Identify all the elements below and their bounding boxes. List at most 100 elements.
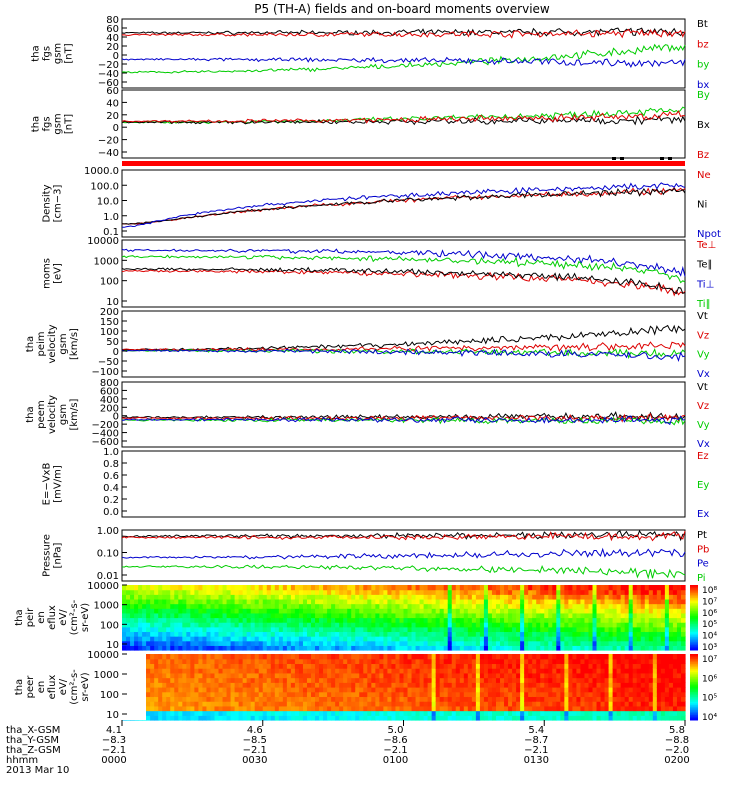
heat-cell <box>419 672 425 679</box>
heat-cell <box>242 687 248 693</box>
heat-cell <box>524 631 529 637</box>
heat-cell <box>379 701 384 707</box>
heat-cell <box>564 608 569 614</box>
heat-cell <box>347 617 352 623</box>
heat-cell <box>640 617 646 623</box>
heat-cell <box>238 672 244 679</box>
heat-cell <box>270 710 276 716</box>
heat-cell <box>242 701 248 707</box>
legend-Vz: Vz <box>697 401 709 412</box>
heat-cell <box>403 682 409 688</box>
heat-cell <box>270 608 276 614</box>
heat-cell <box>471 668 477 674</box>
heat-cell <box>286 626 292 633</box>
heat-cell <box>198 640 204 646</box>
heat-cell <box>524 668 529 674</box>
heat-cell <box>206 677 212 683</box>
heat-cell <box>286 589 292 595</box>
heat-cell <box>479 715 485 721</box>
heat-cell <box>214 589 220 595</box>
heat-cell <box>447 654 453 660</box>
heat-cell <box>270 654 276 660</box>
heat-cell <box>178 672 183 679</box>
heat-cell <box>636 603 642 609</box>
series-Vy <box>121 347 686 360</box>
heat-cell <box>122 589 127 595</box>
heat-cell <box>672 696 678 702</box>
heat-cell <box>371 687 376 693</box>
heat-cell <box>331 691 336 698</box>
heat-cell <box>528 668 533 674</box>
heat-cell <box>242 640 248 646</box>
heat-cell <box>600 631 606 637</box>
heat-cell <box>407 672 413 679</box>
series-Vz <box>121 341 686 352</box>
heat-cell <box>540 626 545 633</box>
heat-cell <box>286 663 292 669</box>
heat-cell <box>512 640 517 646</box>
heat-cell <box>387 682 393 688</box>
heat-cell <box>447 658 453 665</box>
heat-cell <box>355 677 360 683</box>
heat-cell <box>150 612 155 619</box>
heat-cell <box>431 654 437 660</box>
heat-cell <box>347 598 352 605</box>
heat-cell <box>262 701 268 707</box>
colorbar-swatch <box>690 690 698 693</box>
heat-cell <box>568 663 573 669</box>
heat-cell <box>516 654 521 660</box>
heat-cell <box>166 603 171 609</box>
heat-cell <box>500 626 505 633</box>
heat-cell <box>532 645 537 651</box>
heat-cell <box>636 654 642 660</box>
heat-cell <box>443 677 449 683</box>
heat-cell <box>500 701 505 707</box>
heat-cell <box>311 710 316 716</box>
heat-cell <box>311 682 316 688</box>
heat-cell <box>648 598 654 605</box>
heat-cell <box>564 677 569 683</box>
heat-cell <box>616 598 622 605</box>
heat-cell <box>580 701 586 707</box>
heat-cell <box>443 668 449 674</box>
heat-cell <box>331 640 336 646</box>
heat-cell <box>680 696 686 702</box>
heat-cell <box>218 594 224 600</box>
heat-cell <box>186 617 191 623</box>
heat-cell <box>306 636 312 642</box>
heat-cell <box>612 654 618 660</box>
colorbar-swatch <box>690 630 698 633</box>
heat-cell <box>383 636 389 642</box>
heat-cell <box>508 654 513 660</box>
colorbar-swatch <box>690 640 698 643</box>
heat-cell <box>556 691 561 698</box>
heat-cell <box>564 687 569 693</box>
heat-cell <box>395 640 401 646</box>
heat-cell <box>548 640 553 646</box>
heat-cell <box>459 603 465 609</box>
heat-cell <box>572 589 578 595</box>
heat-cell <box>166 585 171 591</box>
heat-cell <box>600 636 606 642</box>
heat-cell <box>407 640 413 646</box>
heat-cell <box>294 715 300 721</box>
heat-cell <box>262 612 268 619</box>
heat-cell <box>142 598 147 605</box>
heat-cell <box>447 589 453 595</box>
heat-cell <box>383 705 389 712</box>
heat-cell <box>660 622 666 628</box>
heat-cell <box>411 608 417 614</box>
heat-cell <box>455 645 461 651</box>
heat-cell <box>431 617 437 623</box>
heat-cell <box>500 622 505 628</box>
heat-cell <box>632 598 638 605</box>
heat-cell <box>234 705 240 712</box>
heat-cell <box>624 617 630 623</box>
heat-cell <box>190 622 195 628</box>
heat-cell <box>355 705 360 712</box>
heat-cell <box>532 617 537 623</box>
heat-cell <box>158 715 163 721</box>
heat-cell <box>415 636 421 642</box>
heat-cell <box>504 612 509 619</box>
heat-cell <box>580 589 586 595</box>
